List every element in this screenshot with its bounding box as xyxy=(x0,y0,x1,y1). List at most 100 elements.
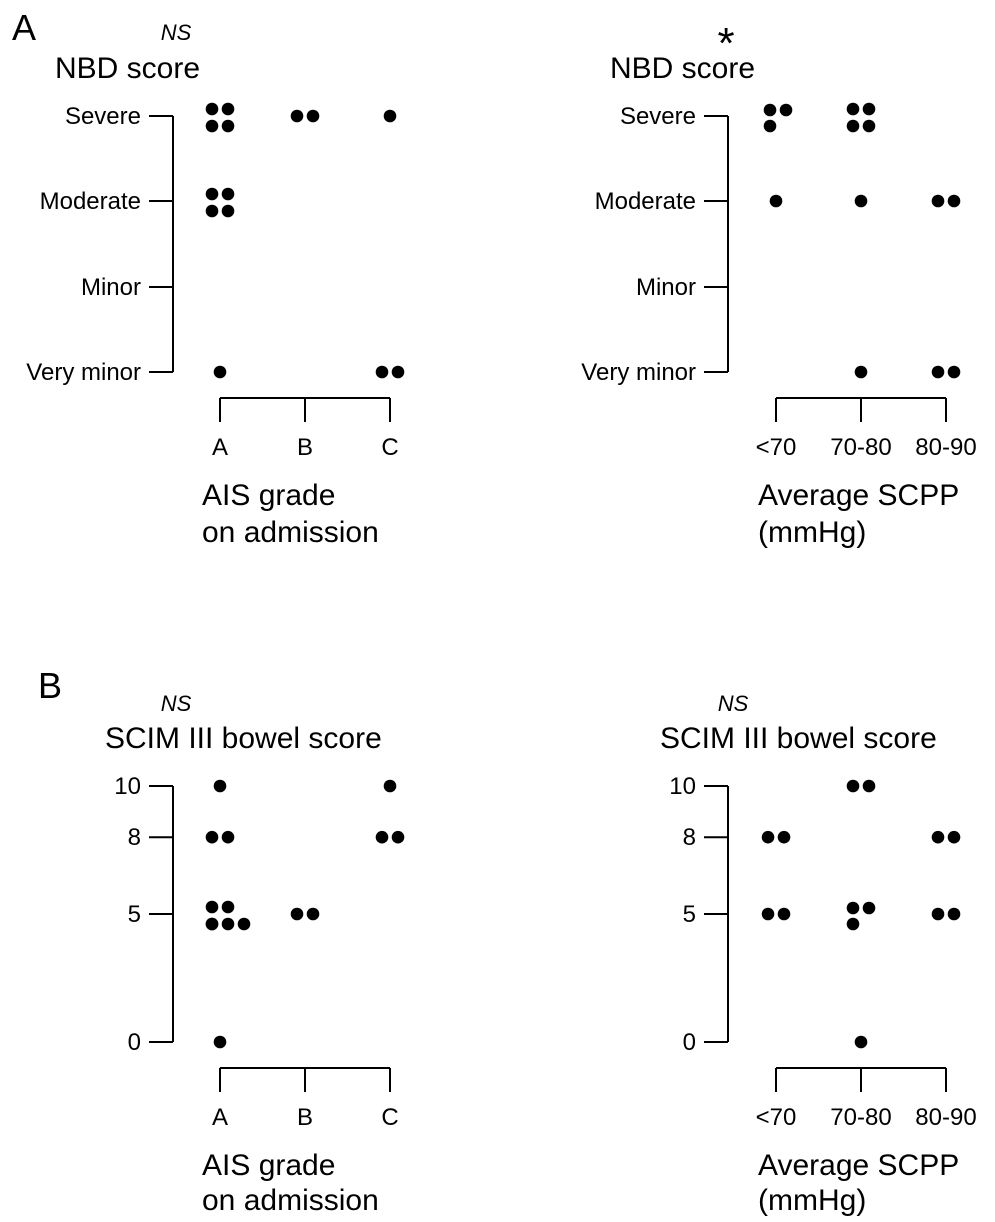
x-tick-label: <70 xyxy=(756,434,797,461)
data-point xyxy=(777,830,791,844)
chart-1: NS NBD score Very minor Minor Moderate Severe… xyxy=(26,20,405,549)
data-point xyxy=(221,900,235,914)
significance-label: NS xyxy=(161,691,192,716)
data-point xyxy=(213,365,227,379)
data-point xyxy=(947,365,961,379)
data-point xyxy=(862,119,876,133)
x-axis-title: Average SCPP xyxy=(758,479,959,512)
data-point xyxy=(862,102,876,116)
y-tick-label: Very minor xyxy=(26,359,141,386)
x-tick-label: A xyxy=(212,434,228,461)
data-point xyxy=(931,365,945,379)
data-point xyxy=(383,109,397,123)
x-axis-title: AIS grade xyxy=(202,1149,335,1182)
data-point xyxy=(205,900,219,914)
data-point xyxy=(375,365,389,379)
data-point xyxy=(306,907,320,921)
x-axis-title: on admission xyxy=(202,1184,379,1217)
data-point xyxy=(761,830,775,844)
y-axis-title: NBD score xyxy=(55,52,200,85)
data-point xyxy=(205,187,219,201)
y-axis-title: SCIM III bowel score xyxy=(105,722,382,755)
data-point xyxy=(777,907,791,921)
data-point xyxy=(221,187,235,201)
y-axis-title: SCIM III bowel score xyxy=(660,722,937,755)
data-point xyxy=(779,103,793,117)
x-tick-label: C xyxy=(381,434,398,461)
data-point xyxy=(205,204,219,218)
data-point xyxy=(205,102,219,116)
data-point xyxy=(290,109,304,123)
panel-letter-a: A xyxy=(12,7,36,48)
data-point xyxy=(290,907,304,921)
x-tick-label: B xyxy=(297,1104,313,1131)
y-tick-label: 5 xyxy=(128,901,141,928)
data-point xyxy=(947,907,961,921)
y-tick-label: 8 xyxy=(683,824,696,851)
y-tick-label: 10 xyxy=(114,773,141,800)
y-tick-label: Very minor xyxy=(581,359,696,386)
y-tick-label: Severe xyxy=(65,103,141,130)
x-tick-label: B xyxy=(297,434,313,461)
data-point xyxy=(862,779,876,793)
chart-2: *NBD score Very minor Minor Moderate Severe <… xyxy=(581,19,976,549)
data-point xyxy=(846,901,860,915)
data-point xyxy=(763,103,777,117)
y-tick-label: 10 xyxy=(669,773,696,800)
x-axis-title: (mmHg) xyxy=(758,1184,866,1217)
data-point xyxy=(391,830,405,844)
y-tick-label: Minor xyxy=(636,274,696,301)
data-point xyxy=(846,779,860,793)
data-point xyxy=(205,119,219,133)
x-tick-label: 70-80 xyxy=(830,434,891,461)
y-axis-title: NBD score xyxy=(610,52,755,85)
x-axis-title: Average SCPP xyxy=(758,1149,959,1182)
data-point xyxy=(213,779,227,793)
significance-label: * xyxy=(717,19,734,68)
y-tick-label: Minor xyxy=(81,274,141,301)
panel-letter-b: B xyxy=(38,665,62,706)
data-point xyxy=(205,830,219,844)
x-tick-label: C xyxy=(381,1104,398,1131)
data-point xyxy=(846,917,860,931)
data-point xyxy=(221,917,235,931)
data-point xyxy=(931,194,945,208)
data-point xyxy=(854,365,868,379)
x-tick-label: A xyxy=(212,1104,228,1131)
data-point xyxy=(854,1035,868,1049)
y-tick-label: Moderate xyxy=(40,188,141,215)
data-point xyxy=(947,830,961,844)
data-point xyxy=(221,204,235,218)
data-point xyxy=(931,830,945,844)
data-point xyxy=(947,194,961,208)
y-tick-label: Severe xyxy=(620,103,696,130)
significance-label: NS xyxy=(718,691,749,716)
y-tick-label: 5 xyxy=(683,901,696,928)
data-point xyxy=(383,779,397,793)
y-tick-label: Moderate xyxy=(595,188,696,215)
data-point xyxy=(769,194,783,208)
y-tick-label: 0 xyxy=(683,1029,696,1056)
data-point xyxy=(862,901,876,915)
x-axis-title: AIS grade xyxy=(202,479,335,512)
data-point xyxy=(763,119,777,133)
x-tick-label: 80-90 xyxy=(915,1104,976,1131)
x-tick-label: 70-80 xyxy=(830,1104,891,1131)
significance-label: NS xyxy=(161,20,192,45)
data-point xyxy=(205,917,219,931)
chart-3: NS SCIM III bowel score 0 5 8 10 A B C AIS gradeo… xyxy=(105,691,405,1217)
data-point xyxy=(237,917,251,931)
data-point xyxy=(846,102,860,116)
data-point xyxy=(375,830,389,844)
data-point xyxy=(221,830,235,844)
data-point xyxy=(761,907,775,921)
data-point xyxy=(221,102,235,116)
x-axis-title: on admission xyxy=(202,516,379,549)
data-point xyxy=(391,365,405,379)
data-point xyxy=(213,1035,227,1049)
y-tick-label: 0 xyxy=(128,1029,141,1056)
x-tick-label: <70 xyxy=(756,1104,797,1131)
charts: NS NBD score Very minor Minor Moderate Severe… xyxy=(26,19,976,1217)
x-tick-label: 80-90 xyxy=(915,434,976,461)
